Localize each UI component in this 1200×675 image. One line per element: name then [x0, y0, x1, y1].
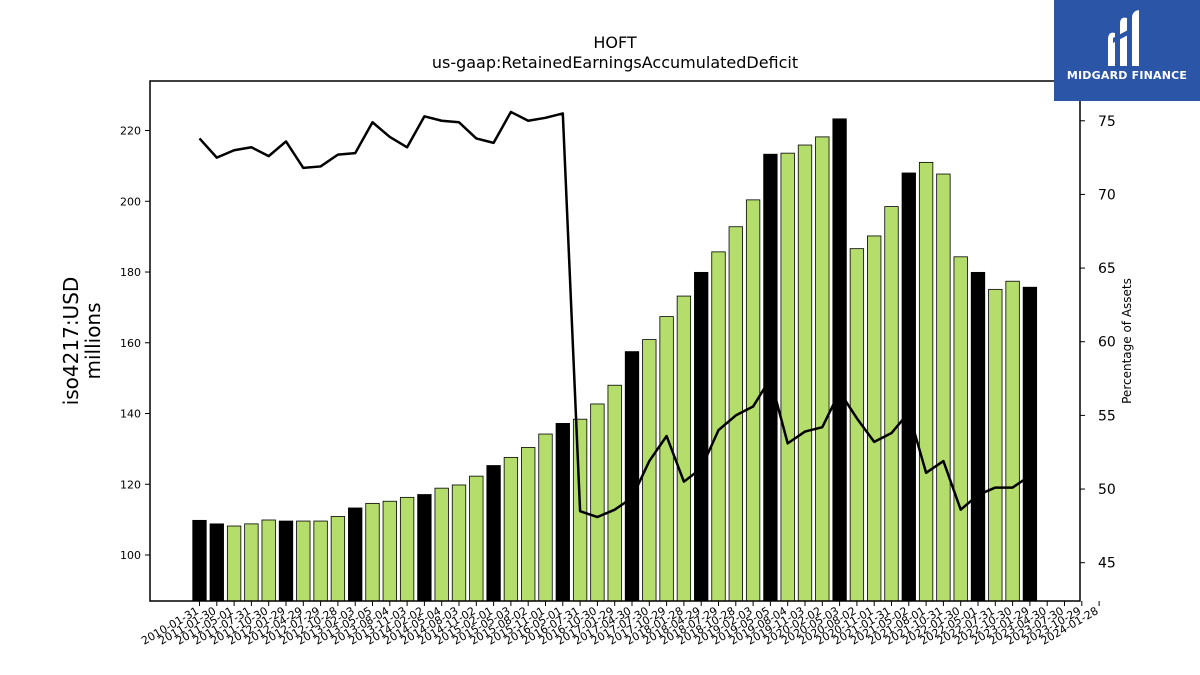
y2-axis-label: Percentage of Assets: [1120, 278, 1134, 404]
y-axis-left: 100 120 140 160 180 200 220: [120, 125, 150, 562]
bar: [209, 523, 224, 602]
bar: [590, 403, 605, 602]
y-tick-label: 120: [120, 478, 141, 491]
bar: [901, 172, 916, 602]
bar: [417, 494, 432, 602]
y-tick-label: 220: [120, 125, 141, 138]
chart-subtitle: us-gaap:RetainedEarningsAccumulatedDefic…: [432, 53, 798, 72]
y-axis-label-line1: iso4217:USD: [59, 277, 83, 406]
bar: [244, 523, 259, 602]
bar: [1022, 286, 1038, 602]
bar: [780, 152, 795, 602]
midgard-logo-icon: [1108, 10, 1139, 67]
bar: [348, 507, 363, 602]
bar: [365, 502, 380, 602]
bar: [555, 423, 570, 602]
bar: [988, 288, 1003, 602]
bar: [832, 118, 847, 602]
bar: [797, 144, 813, 602]
bar: [382, 500, 397, 602]
bar: [192, 519, 207, 602]
bar: [469, 475, 484, 602]
bar: [607, 384, 622, 602]
bar: [884, 206, 899, 602]
y-axis-right: 45 50 55 60 65 70 75: [1080, 114, 1116, 572]
bars-group: [192, 118, 1038, 602]
bar: [970, 271, 986, 602]
bar: [624, 351, 640, 602]
y2-tick-label: 55: [1098, 408, 1116, 424]
bar: [313, 520, 328, 602]
bar: [451, 484, 467, 602]
y-tick-label: 200: [120, 195, 141, 208]
y2-tick-label: 50: [1098, 482, 1116, 498]
x-axis: 2010-01-312011-01-302011-05-012011-07-31…: [139, 601, 1101, 648]
y-tick-label: 160: [120, 337, 141, 350]
bar: [694, 271, 709, 602]
line-series-percentage-of-assets: [198, 110, 1031, 519]
bar: [659, 316, 674, 602]
bar: [434, 487, 449, 602]
bar: [261, 519, 276, 602]
chart-title: HOFT: [593, 33, 637, 52]
bar: [676, 295, 692, 602]
bar: [521, 447, 536, 602]
bar: [936, 173, 951, 602]
y-tick-label: 180: [120, 266, 141, 279]
bar: [815, 136, 830, 602]
bar: [867, 235, 882, 602]
y2-tick-label: 65: [1098, 261, 1116, 277]
y2-tick-label: 60: [1098, 335, 1116, 351]
y2-tick-label: 75: [1098, 114, 1116, 130]
bar: [538, 433, 553, 602]
bar: [226, 525, 242, 602]
bar: [953, 256, 968, 602]
bar: [1005, 280, 1020, 602]
bar: [296, 520, 311, 602]
bar: [503, 456, 519, 602]
y2-tick-label: 70: [1098, 187, 1116, 203]
line-group: [198, 110, 1031, 519]
brand-logo: MIDGARD FINANCE: [1054, 0, 1200, 101]
bar: [486, 465, 501, 602]
bar: [278, 520, 294, 602]
bar: [399, 496, 415, 602]
bar: [330, 516, 346, 602]
y-axis-label-line2: millions: [81, 302, 105, 379]
brand-name: MIDGARD FINANCE: [1066, 69, 1188, 82]
y-tick-label: 100: [120, 549, 141, 562]
bar: [918, 161, 934, 602]
y-tick-label: 140: [120, 408, 141, 421]
y2-tick-label: 45: [1098, 556, 1116, 572]
